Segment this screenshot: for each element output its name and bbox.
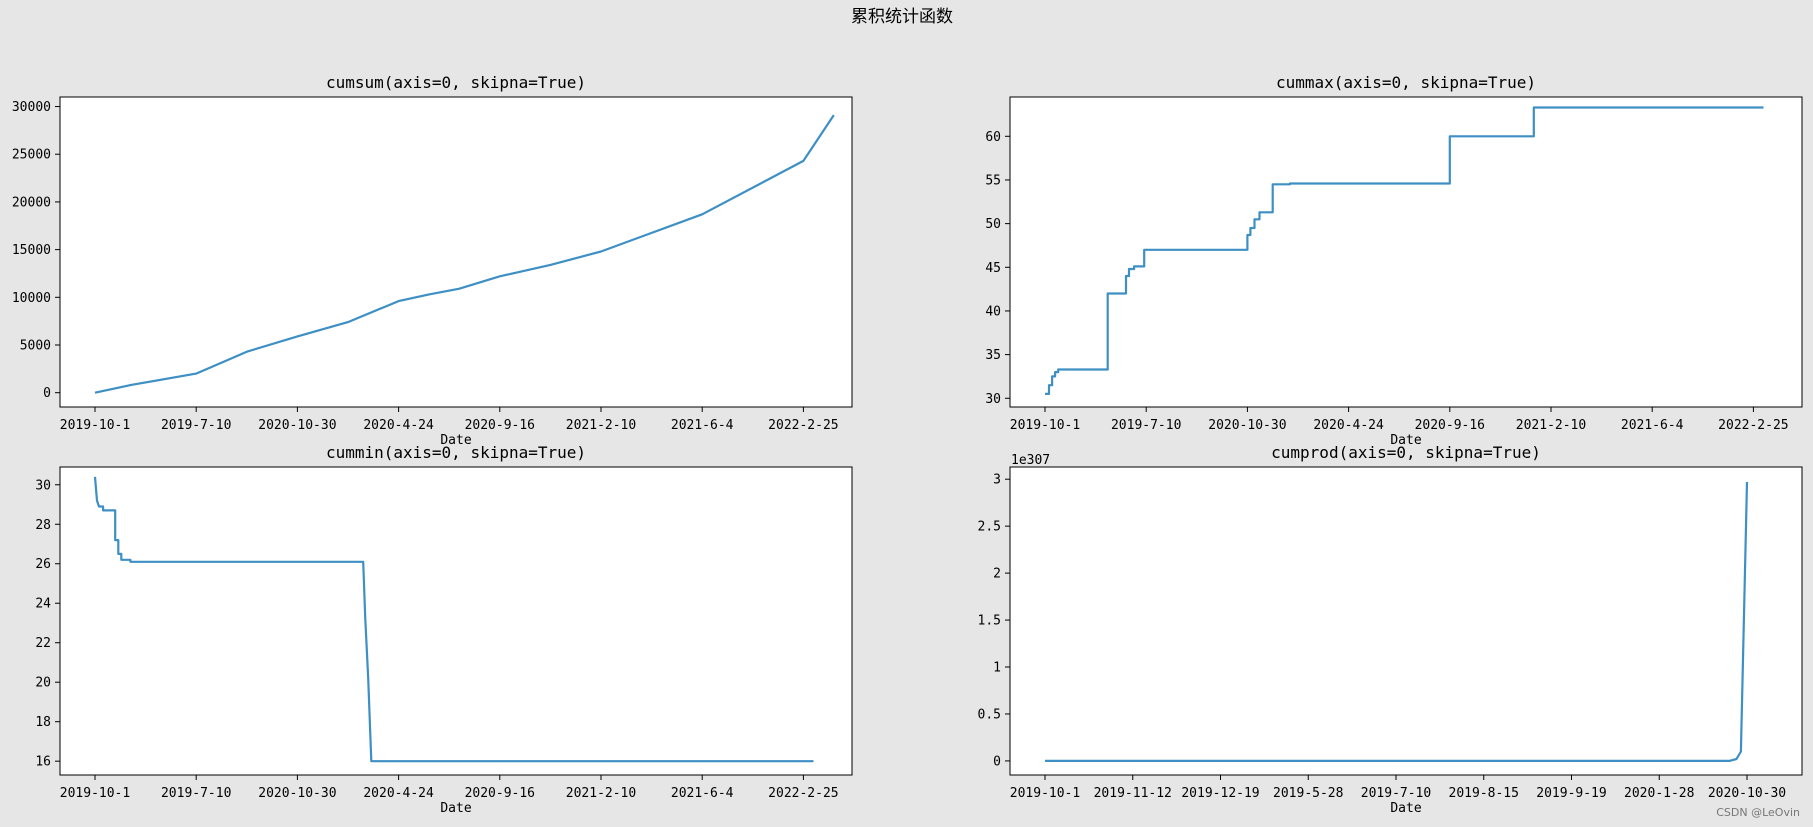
series-line [1045, 106, 1764, 395]
x-tick-label: 2020-9-16 [465, 786, 535, 801]
y-tick-label: 35 [985, 348, 1001, 363]
x-axis-label: Date [440, 433, 471, 448]
x-tick-label: 2019-10-1 [1010, 418, 1080, 433]
x-tick-label: 2020-9-16 [465, 418, 535, 433]
watermark: CSDN @LeOvin [1716, 806, 1800, 819]
y-tick-label: 28 [35, 518, 51, 533]
axes-title: cummax(axis=0, skipna=True) [1276, 73, 1536, 92]
y-tick-label: 24 [35, 597, 51, 612]
axes-frame [1009, 466, 1803, 776]
x-tick-label: 2019-12-19 [1181, 786, 1259, 801]
series-line [1045, 481, 1749, 763]
x-tick-label: 2019-9-19 [1536, 786, 1606, 801]
x-tick-label: 2021-2-10 [566, 418, 636, 433]
x-tick-label: 2019-8-15 [1449, 786, 1519, 801]
y-tick-label: 1 [993, 661, 1001, 676]
y-tick-label: 22 [35, 636, 51, 651]
x-tick-label: 2020-9-16 [1415, 418, 1485, 433]
y-tick-label: 26 [35, 557, 51, 572]
axes-frame [1009, 96, 1803, 408]
figure-suptitle: 累积统计函数 [851, 7, 953, 27]
axes-frame [59, 96, 853, 408]
y-tick-label: 3 [993, 473, 1001, 488]
y-tick-label: 1.5 [978, 614, 1001, 629]
x-tick-label: 2021-2-10 [566, 786, 636, 801]
y-tick-label: 2.5 [978, 520, 1001, 535]
axes-frame [59, 466, 853, 776]
y-tick-label: 25000 [12, 148, 51, 163]
x-tick-label: 2019-10-1 [60, 786, 130, 801]
x-tick-label: 2019-11-12 [1094, 786, 1172, 801]
x-axis-label: Date [1390, 801, 1421, 816]
x-tick-label: 2021-2-10 [1516, 418, 1586, 433]
x-tick-label: 2021-6-4 [671, 418, 734, 433]
x-tick-label: 2020-4-24 [363, 786, 434, 801]
x-tick-label: 2020-10-30 [258, 418, 336, 433]
y-tick-label: 5000 [20, 339, 51, 354]
axes-title: cumprod(axis=0, skipna=True) [1271, 443, 1541, 462]
y-tick-label: 40 [985, 304, 1001, 319]
x-tick-label: 2021-6-4 [671, 786, 734, 801]
x-tick-label: 2019-10-1 [60, 418, 130, 433]
y-tick-label: 45 [985, 261, 1001, 276]
y-tick-label: 18 [35, 715, 51, 730]
x-tick-label: 2022-2-25 [768, 418, 838, 433]
x-tick-label: 2020-4-24 [1313, 418, 1384, 433]
x-tick-label: 2020-10-30 [1208, 418, 1286, 433]
x-tick-label: 2019-7-10 [1361, 786, 1431, 801]
y-tick-label: 0.5 [978, 707, 1001, 722]
y-tick-label: 30000 [12, 100, 51, 115]
y-tick-label: 0 [993, 754, 1001, 769]
y-tick-label: 2 [993, 567, 1001, 582]
x-tick-label: 2020-10-30 [258, 786, 336, 801]
y-tick-label: 10000 [12, 291, 51, 306]
axes-title: cumsum(axis=0, skipna=True) [326, 73, 586, 92]
subplot-cumsum: cumsum(axis=0, skipna=True) 0 5000 10000 150… [12, 73, 853, 448]
y-tick-label: 55 [985, 173, 1001, 188]
y-tick-label: 15000 [12, 243, 51, 258]
y-tick-label: 16 [35, 755, 51, 770]
x-tick-label: 2022-2-25 [1718, 418, 1788, 433]
y-tick-label: 20 [35, 676, 51, 691]
x-tick-label: 2020-4-24 [363, 418, 434, 433]
x-tick-label: 2019-5-28 [1273, 786, 1343, 801]
subplot-cumprod: cumprod(axis=0, skipna=True) 0 0.5 1 1.5 2 2.5… [978, 443, 1803, 816]
subplot-cummin: cummin(axis=0, skipna=True) 16 18 20 22 24 26 2… [35, 443, 853, 816]
y-tick-label: 30 [985, 392, 1001, 407]
series-line [93, 476, 814, 763]
series-line [94, 114, 835, 394]
y-tick-label: 60 [985, 130, 1001, 145]
y-tick-label: 50 [985, 217, 1001, 232]
y-offset-text: 1e307 [1011, 453, 1050, 468]
x-tick-label: 2021-6-4 [1621, 418, 1684, 433]
x-tick-label: 2019-7-10 [161, 786, 231, 801]
x-tick-label: 2019-10-1 [1010, 786, 1080, 801]
y-tick-label: 30 [35, 478, 51, 493]
subplot-cummax: cummax(axis=0, skipna=True) 30 35 40 45 50 55 6… [985, 73, 1803, 448]
x-tick-label: 2019-7-10 [1111, 418, 1181, 433]
x-tick-label: 2020-1-28 [1624, 786, 1694, 801]
x-tick-label: 2019-7-10 [161, 418, 231, 433]
x-tick-label: 2022-2-25 [768, 786, 838, 801]
y-tick-label: 0 [43, 386, 51, 401]
x-tick-label: 2020-10-30 [1708, 786, 1786, 801]
y-tick-label: 20000 [12, 195, 51, 210]
x-axis-label: Date [440, 801, 471, 816]
axes-title: cummin(axis=0, skipna=True) [326, 443, 586, 462]
x-axis-label: Date [1390, 433, 1421, 448]
